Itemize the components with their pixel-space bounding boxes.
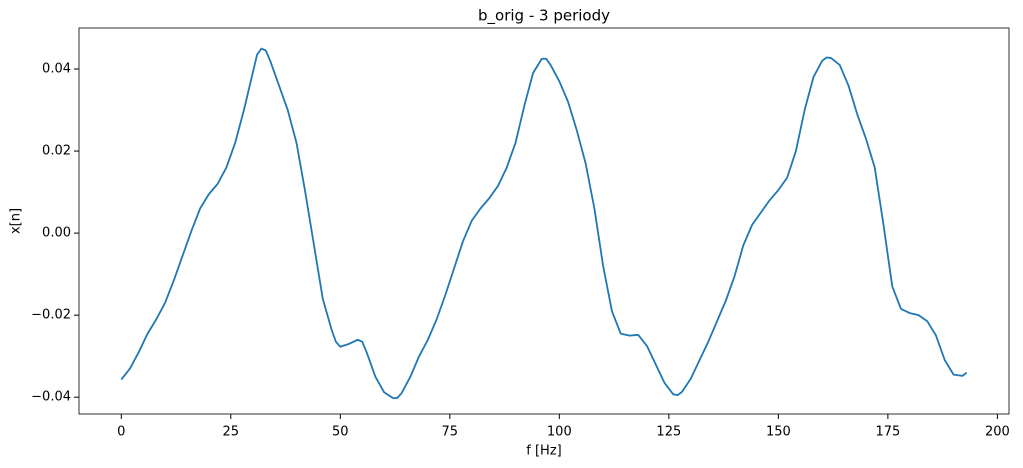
y-tick-label: 0.02 [42,144,71,159]
y-tick-label: −0.04 [31,390,71,405]
x-tick-label: 175 [875,425,900,440]
chart-title: b_orig - 3 periody [478,7,610,26]
x-tick-label: 75 [442,425,459,440]
x-tick-label: 50 [332,425,349,440]
x-tick-label: 100 [547,425,572,440]
y-axis-label: x[n] [9,208,24,234]
y-tick-label: 0.04 [42,62,71,77]
plot-frame [78,27,1010,415]
y-tick-label: −0.02 [31,308,71,323]
x-axis-label: f [Hz] [526,444,561,459]
x-tick-label: 0 [117,425,125,440]
x-tick-label: 150 [766,425,791,440]
x-tick-label: 25 [223,425,240,440]
y-tick-label: 0.00 [42,226,71,241]
x-tick-label: 125 [656,425,681,440]
data-line [120,47,968,399]
x-tick-label: 200 [985,425,1010,440]
